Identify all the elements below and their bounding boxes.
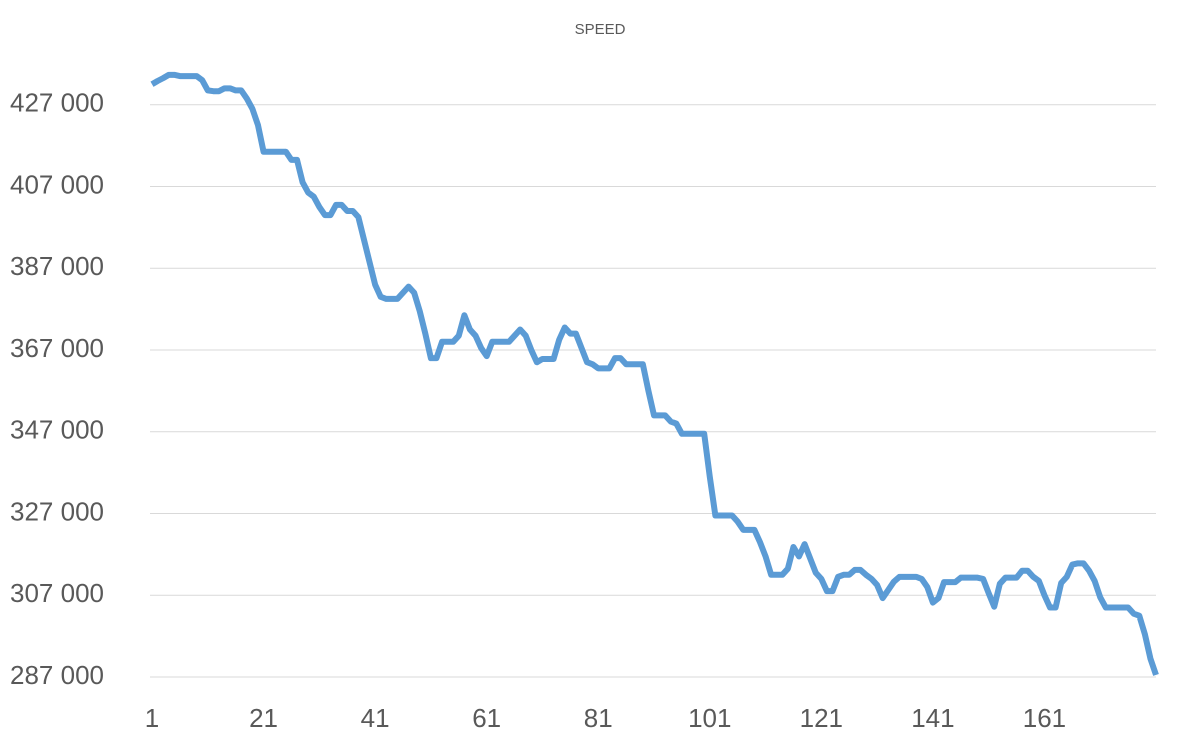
y-tick-label: 307 000 [10, 578, 104, 608]
y-tick-label: 427 000 [10, 88, 104, 118]
y-tick-label: 407 000 [10, 169, 104, 199]
y-tick-label: 327 000 [10, 496, 104, 526]
x-tick-label: 121 [800, 703, 843, 733]
x-tick-label: 101 [688, 703, 731, 733]
data-line [150, 71, 1159, 676]
x-tick-label: 81 [584, 703, 613, 733]
y-tick-label: 347 000 [10, 415, 104, 445]
x-tick-label: 1 [145, 703, 159, 733]
x-tick-label: 161 [1023, 703, 1066, 733]
x-tick-label: 61 [472, 703, 501, 733]
y-tick-label: 367 000 [10, 333, 104, 363]
x-tick-label: 41 [361, 703, 390, 733]
chart-title: SPEED [575, 21, 626, 38]
y-tick-label: 287 000 [10, 660, 104, 690]
x-tick-label: 21 [249, 703, 278, 733]
x-tick-label: 141 [911, 703, 954, 733]
y-tick-label: 387 000 [10, 251, 104, 281]
